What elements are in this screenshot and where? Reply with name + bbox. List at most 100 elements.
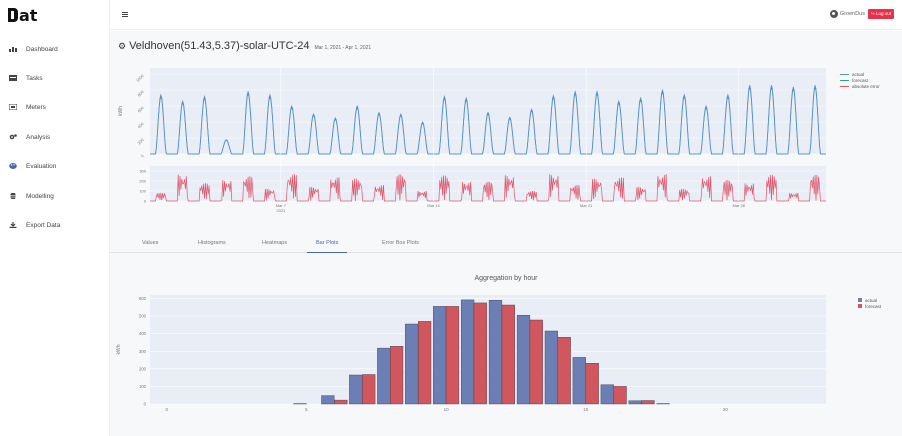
legend-item-forecast[interactable]: forecast (858, 303, 881, 309)
x-tick-label: 5 (305, 407, 308, 412)
palette-icon (9, 163, 17, 169)
y-tick-label: 300 (139, 349, 147, 354)
bar-chart-title: Aggregation by hour (474, 275, 538, 282)
error-tick-label: 300 (139, 169, 146, 174)
tab-bar-plots[interactable]: Bar Plots (307, 240, 348, 253)
bar-forecast (390, 346, 404, 405)
bar-forecast (529, 319, 543, 405)
bar-actual (516, 315, 531, 405)
chart-icon (9, 47, 17, 52)
logout-label: Log out (875, 11, 891, 16)
plot-area (150, 68, 826, 154)
actual-line (150, 85, 826, 155)
bar-forecast (334, 399, 348, 405)
y-tick-label: 500 (139, 314, 147, 319)
timeseries-legend: actual forecast absolute error (840, 71, 880, 89)
legend-item-absolute-error[interactable]: absolute error (840, 83, 880, 89)
legend-item-forecast[interactable]: forecast (840, 77, 880, 83)
bar-actual (461, 299, 475, 405)
cogs-icon (9, 134, 17, 140)
sidebar-item-dashboard[interactable]: Dashboard (9, 42, 58, 56)
bar-actual (600, 384, 614, 405)
app-logo[interactable]: at (8, 6, 37, 25)
tab-histograms[interactable]: Histograms (198, 240, 226, 246)
bar-actual (405, 323, 419, 405)
x-tick-label: Mar 7 (276, 203, 287, 208)
x-tick-label: 15 (583, 407, 589, 412)
download-icon (9, 222, 17, 228)
y-tick-label: 400 (139, 331, 147, 336)
sidebar-item-label: Evaluation (26, 162, 57, 170)
bar-actual (433, 306, 447, 405)
x-tick-label: 2021 (276, 208, 286, 213)
page-title-text: Veldhoven(51.43,5.37)-solar-UTC-24 (129, 40, 310, 52)
date-range: Mar 1, 2021 - Apr 1, 2021 (314, 45, 372, 51)
sidebar-item-label: Modelling (26, 192, 54, 200)
meters-icon (9, 104, 17, 110)
menu-toggle-icon[interactable] (122, 12, 128, 17)
bar-forecast (585, 362, 599, 405)
y-axis-label: kWh (118, 106, 124, 116)
sidebar-item-evaluation[interactable]: Evaluation (9, 159, 56, 173)
bar-actual (488, 300, 503, 405)
bar-actual (377, 347, 391, 405)
bar-actual (321, 395, 335, 405)
y-tick-label: 0 (144, 402, 147, 407)
tab-error-box-plots[interactable]: Error Box Plots (382, 240, 419, 246)
y-tick-label: 100 (139, 384, 147, 389)
sidebar-item-meters[interactable]: Meters (9, 100, 46, 114)
bar-forecast (445, 306, 460, 405)
sidebar-item-label: Dashboard (26, 45, 58, 53)
plot-area (150, 295, 826, 404)
page-title: ⚙ Veldhoven(51.43,5.37)-solar-UTC-24 Mar… (118, 40, 371, 52)
y-tick-label: 200 (136, 137, 145, 146)
y-tick-label: 200 (139, 366, 147, 371)
y-tick-label: 600 (139, 296, 147, 301)
tab-heatmaps[interactable]: Heatmaps (262, 240, 288, 246)
y-axis-label: kWh (116, 344, 122, 354)
error-tick-label: 200 (139, 179, 146, 184)
user-menu[interactable]: GroenDus (829, 10, 865, 18)
bar-legend: actual forecast (858, 297, 881, 309)
y-tick-label: 800 (136, 89, 145, 98)
bar-actual (349, 374, 363, 405)
bar-forecast (557, 337, 571, 405)
bar-chart[interactable]: 0 100 200 300 400 500 600 kWh 0 5 10 15 20 (110, 289, 902, 419)
x-tick-label: Mar 21 (580, 203, 593, 208)
bar-forecast (473, 302, 488, 405)
bar-actual (572, 357, 586, 405)
username: GroenDus (839, 11, 865, 17)
bar-forecast (362, 374, 376, 405)
bar-actual (544, 330, 559, 405)
sidebar-item-label: Export Data (26, 221, 61, 229)
absolute-error-line (150, 173, 826, 202)
bar-forecast (501, 304, 516, 405)
sidebar-item-analysis[interactable]: Analysis (9, 130, 50, 144)
y-tick-label: 400 (136, 121, 145, 130)
gauge-icon: ⚙ (118, 41, 127, 51)
bar-forecast (418, 321, 432, 405)
user-avatar-icon (829, 10, 838, 18)
x-tick-label: 10 (444, 407, 450, 412)
legend-item-actual[interactable]: actual (858, 297, 881, 303)
bar-forecast (641, 400, 655, 405)
sidebar-item-label: Meters (26, 103, 46, 111)
top-bar: GroenDus ↪ Log out (110, 0, 902, 30)
tab-bar: Values Histograms Heatmaps Bar Plots Err… (110, 236, 902, 253)
sidebar-item-export-data[interactable]: Export Data (9, 218, 60, 232)
y-tick-label: 1000 (135, 73, 145, 83)
error-tick-label: 0 (144, 199, 147, 204)
sidebar-item-tasks[interactable]: Tasks (9, 71, 43, 85)
sidebar-item-label: Analysis (26, 133, 51, 141)
bar-actual (628, 400, 642, 405)
logout-button[interactable]: ↪ Log out (867, 9, 894, 19)
x-tick-label: 0 (166, 407, 169, 412)
tab-values[interactable]: Values (142, 240, 159, 246)
database-icon (10, 193, 16, 199)
x-tick-label: Mar 28 (733, 203, 746, 208)
legend-item-actual[interactable]: actual (840, 71, 880, 77)
x-tick-label: 20 (723, 407, 729, 412)
sidebar-item-modelling[interactable]: Modelling (9, 189, 54, 203)
tasks-icon (9, 75, 17, 81)
